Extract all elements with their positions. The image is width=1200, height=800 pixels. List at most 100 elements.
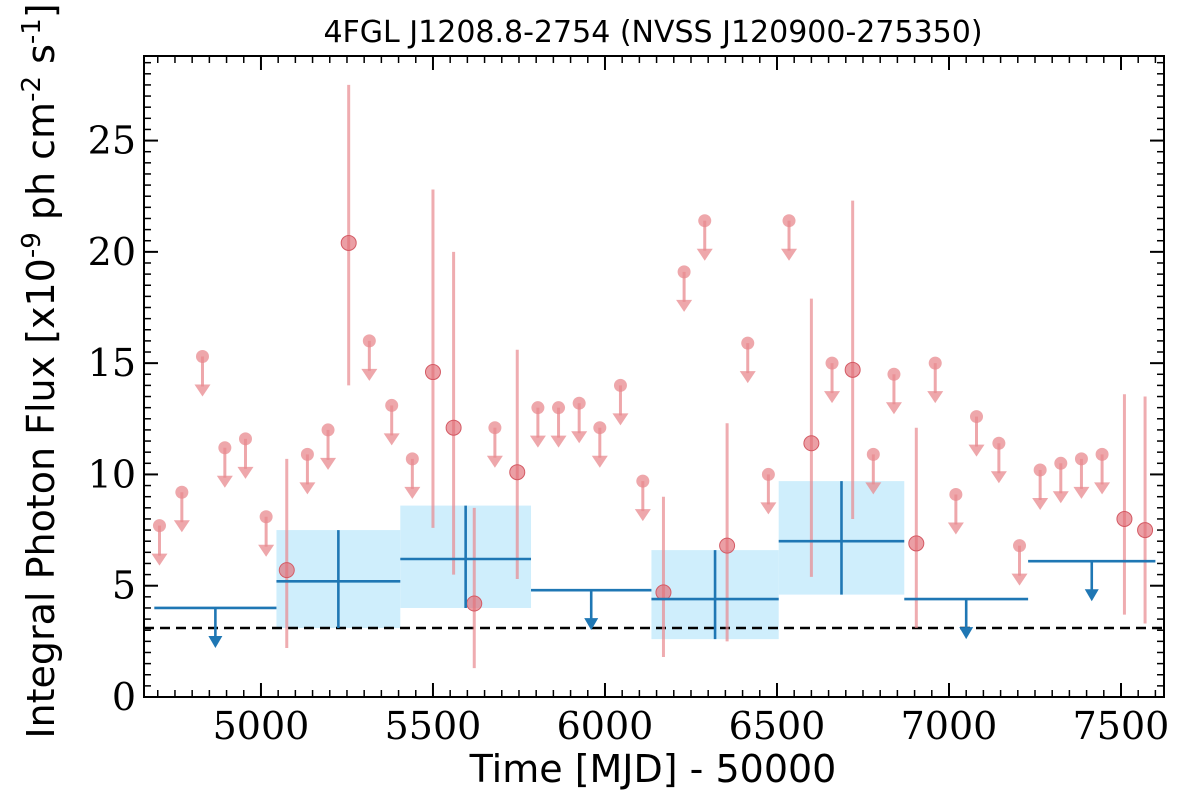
- axes-frame: [143, 55, 1165, 698]
- upper-limit-arrow: [739, 371, 756, 384]
- upper-limit-arrow: [194, 384, 211, 397]
- x-tick-label: 5500: [385, 704, 482, 748]
- upper-limit-arrow: [320, 457, 337, 470]
- axes: 5000 5500 6000 6500 7000 7500 0 5 10 15 20 25: [88, 55, 1170, 748]
- x-tick-label: 6500: [729, 704, 826, 748]
- upper-limit-point: [1054, 456, 1068, 470]
- upper-limit-point: [238, 432, 252, 446]
- detection-point: [1137, 522, 1154, 539]
- upper-limit-point: [321, 423, 335, 437]
- upper-limit-arrow: [612, 413, 629, 426]
- upper-limit-point: [928, 356, 942, 370]
- x-tick-label: 5000: [213, 704, 310, 748]
- upper-limit-arrow: [173, 520, 190, 533]
- upper-limit-point: [866, 447, 880, 461]
- upper-limit-point: [259, 510, 273, 524]
- y-axis-label-superscript: -2: [17, 76, 47, 102]
- upper-limit-point: [175, 485, 189, 499]
- detection-point: [844, 361, 861, 378]
- y-axis-label-part: Integral Photon Flux [x10: [19, 258, 63, 739]
- upper-limit-arrow: [927, 391, 944, 404]
- upper-limit-point: [1074, 452, 1088, 466]
- y-axis-label-superscript: -1: [17, 18, 47, 44]
- upper-limit-point: [970, 410, 984, 424]
- detection-point: [509, 464, 526, 481]
- upper-limit-arrow: [151, 553, 168, 566]
- detection-point: [340, 234, 357, 251]
- upper-limit-point: [636, 474, 650, 488]
- detection-point: [803, 435, 820, 452]
- binned-upper-limit-arrow: [584, 618, 599, 631]
- upper-limit-point: [677, 265, 691, 279]
- upper-limit-point: [152, 519, 166, 533]
- detection-point: [445, 419, 462, 436]
- upper-limit-point: [887, 367, 901, 381]
- upper-limit-point: [741, 336, 755, 350]
- upper-limit-arrow: [486, 455, 503, 468]
- upper-limit-point: [362, 334, 376, 348]
- upper-limit-arrow: [885, 402, 902, 415]
- upper-limit-point: [488, 421, 502, 435]
- y-tick-label: 20: [88, 230, 136, 274]
- upper-limit-arrow: [550, 435, 567, 448]
- y-tick-label: 25: [88, 119, 136, 163]
- upper-limit-point: [949, 487, 963, 501]
- upper-limit-arrow: [1011, 573, 1028, 586]
- upper-limit-arrow: [383, 433, 400, 446]
- detection-point: [424, 364, 441, 381]
- detection-point: [278, 562, 295, 579]
- upper-limit-point: [593, 421, 607, 435]
- upper-limit-arrow: [571, 431, 588, 444]
- chart-title: 4FGL J1208.8-2754 (NVSS J120900-275350): [323, 15, 982, 50]
- upper-limit-point: [385, 398, 399, 412]
- data-layer: [144, 84, 1164, 669]
- upper-limit-arrow: [696, 248, 713, 261]
- detection-point: [655, 584, 672, 601]
- upper-limit-arrow: [1094, 482, 1111, 495]
- upper-limit-arrow: [968, 444, 985, 457]
- y-axis-label: Integral Photon Flux [x10-9​ ph cm-2​ s-…: [17, 3, 63, 738]
- upper-limit-arrow: [865, 482, 882, 495]
- binned-upper-limit-arrow: [1084, 589, 1099, 602]
- upper-limit-arrow: [1032, 497, 1049, 510]
- upper-limit-arrow: [1052, 491, 1069, 504]
- upper-limit-point: [761, 467, 775, 481]
- upper-limit-arrow: [591, 455, 608, 468]
- y-axis-label-part: ph cm: [19, 102, 63, 232]
- upper-limit-arrow: [258, 544, 275, 557]
- upper-limit-point: [1013, 539, 1027, 553]
- detection-point: [719, 537, 736, 554]
- upper-limit-point: [782, 214, 796, 228]
- y-tick-label: 5: [112, 564, 136, 608]
- upper-limit-point: [825, 356, 839, 370]
- detection-point: [908, 535, 925, 552]
- upper-limit-point: [405, 452, 419, 466]
- upper-limit-point: [992, 436, 1006, 450]
- upper-limit-arrow: [299, 482, 316, 495]
- detection-point: [1116, 510, 1133, 527]
- y-tick-label: 15: [88, 341, 136, 385]
- upper-limit-point: [300, 447, 314, 461]
- upper-limit-point: [531, 401, 545, 415]
- x-tick-label: 7500: [1073, 704, 1170, 748]
- upper-limit-arrow: [634, 509, 651, 522]
- upper-limit-arrow: [990, 471, 1007, 484]
- upper-limit-arrow: [760, 502, 777, 515]
- y-tick-label: 0: [112, 675, 136, 719]
- upper-limit-arrow: [947, 522, 964, 535]
- x-axis-label: Time [MJD] - 50000: [469, 747, 837, 791]
- y-axis-label-part: s: [19, 44, 63, 76]
- y-axis-label-part: ]: [19, 3, 63, 18]
- upper-limit-arrow: [404, 486, 421, 499]
- upper-limit-arrow: [676, 299, 693, 312]
- upper-limit-point: [1095, 447, 1109, 461]
- upper-limit-arrow: [781, 248, 798, 261]
- upper-limit-point: [218, 441, 232, 455]
- upper-limit-arrow: [361, 368, 378, 381]
- upper-limit-point: [195, 349, 209, 363]
- upper-limit-arrow: [1073, 486, 1090, 499]
- y-tick-label: 10: [88, 452, 136, 496]
- x-tick-label: 7000: [901, 704, 998, 748]
